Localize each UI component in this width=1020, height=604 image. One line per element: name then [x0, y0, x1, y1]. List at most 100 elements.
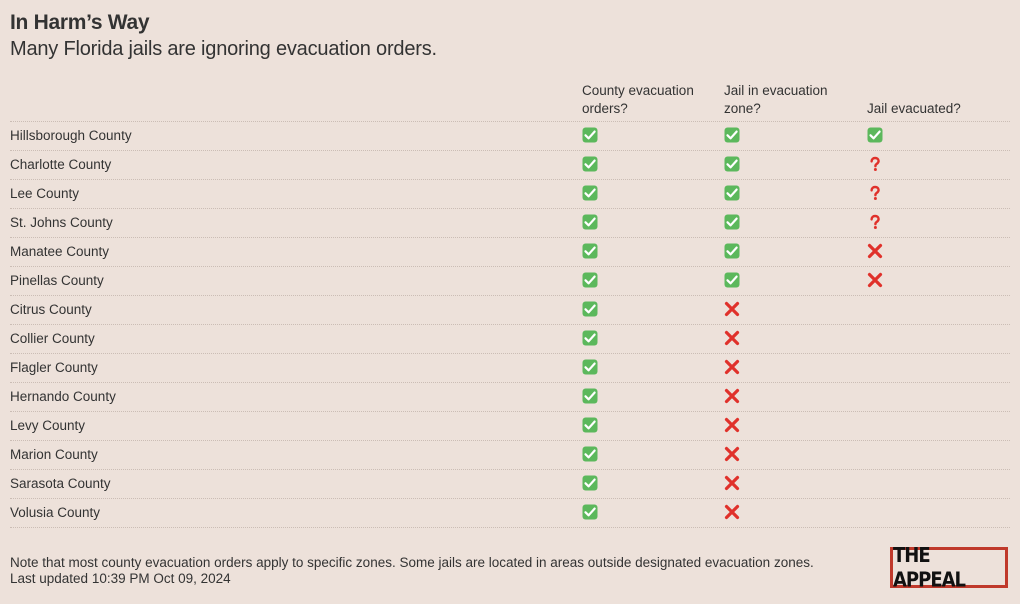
cell-zone [724, 180, 864, 208]
cell-evacuated [867, 122, 1007, 150]
page-title: In Harm’s Way [10, 11, 150, 34]
page-subtitle: Many Florida jails are ignoring evacuati… [10, 38, 437, 60]
cross-mark-icon [724, 446, 740, 462]
check-mark-icon [724, 156, 740, 172]
cell-orders [582, 354, 717, 382]
county-name: Volusia County [10, 505, 101, 520]
check-mark-icon [582, 417, 598, 433]
cell-zone [724, 151, 864, 179]
table-row: Charlotte County [10, 151, 1010, 180]
evacuation-table: County evacuation orders? Jail in evacua… [10, 83, 1010, 528]
county-name: Pinellas County [10, 273, 104, 288]
cross-mark-icon [724, 388, 740, 404]
cross-mark-icon [724, 359, 740, 375]
cell-evacuated [867, 151, 1007, 179]
cell-zone [724, 499, 864, 527]
cross-mark-icon [867, 272, 883, 288]
check-mark-icon [724, 185, 740, 201]
table-row: Hernando County [10, 383, 1010, 412]
county-name: Levy County [10, 418, 86, 433]
cell-zone [724, 441, 864, 469]
cell-orders [582, 151, 717, 179]
county-name: Sarasota County [10, 476, 111, 491]
county-name: Marion County [10, 447, 98, 462]
table-row: Hillsborough County [10, 122, 1010, 151]
question-mark-icon [867, 156, 883, 172]
question-mark-icon [867, 214, 883, 230]
cell-orders [582, 238, 717, 266]
check-mark-icon [724, 243, 740, 259]
cell-evacuated [867, 267, 1007, 295]
cell-zone [724, 209, 864, 237]
table-row: Volusia County [10, 499, 1010, 528]
table-row: St. Johns County [10, 209, 1010, 238]
check-mark-icon [582, 388, 598, 404]
footer: Note that most county evacuation orders … [10, 555, 814, 587]
cell-zone [724, 296, 864, 324]
check-mark-icon [582, 272, 598, 288]
cell-zone [724, 238, 864, 266]
cell-zone [724, 267, 864, 295]
check-mark-icon [582, 214, 598, 230]
check-mark-icon [724, 127, 740, 143]
cell-zone [724, 122, 864, 150]
cell-evacuated [867, 180, 1007, 208]
last-updated: Last updated 10:39 PM Oct 09, 2024 [10, 571, 231, 586]
table-row: Citrus County [10, 296, 1010, 325]
cell-orders [582, 122, 717, 150]
table-body: Hillsborough County Charlotte County Lee C… [10, 122, 1010, 528]
cell-evacuated [867, 209, 1007, 237]
table-row: Flagler County [10, 354, 1010, 383]
cross-mark-icon [724, 475, 740, 491]
cell-zone [724, 383, 864, 411]
cell-zone [724, 470, 864, 498]
logo-text: THE APPEAL [893, 543, 966, 592]
check-mark-icon [582, 156, 598, 172]
cross-mark-icon [724, 504, 740, 520]
the-appeal-logo[interactable]: THE APPEAL [890, 543, 1008, 592]
check-mark-icon [582, 504, 598, 520]
cross-mark-icon [724, 301, 740, 317]
check-mark-icon [582, 330, 598, 346]
county-name: Hillsborough County [10, 128, 132, 143]
cross-mark-icon [724, 417, 740, 433]
cell-zone [724, 325, 864, 353]
county-name: Manatee County [10, 244, 110, 259]
cross-mark-icon [867, 243, 883, 259]
question-mark-icon [867, 185, 883, 201]
cell-orders [582, 296, 717, 324]
cell-orders [582, 383, 717, 411]
table-row: Levy County [10, 412, 1010, 441]
county-name: Lee County [10, 186, 80, 201]
cell-orders [582, 441, 717, 469]
check-mark-icon [867, 127, 883, 143]
cell-orders [582, 499, 717, 527]
cell-orders [582, 267, 717, 295]
cell-orders [582, 325, 717, 353]
check-mark-icon [582, 185, 598, 201]
check-mark-icon [724, 272, 740, 288]
county-name: Hernando County [10, 389, 116, 404]
column-header-zone: Jail in evacuation zone? [724, 83, 828, 116]
check-mark-icon [724, 214, 740, 230]
cell-orders [582, 209, 717, 237]
cell-evacuated [867, 238, 1007, 266]
check-mark-icon [582, 127, 598, 143]
table-header: County evacuation orders? Jail in evacua… [10, 83, 1010, 122]
footer-note: Note that most county evacuation orders … [10, 555, 814, 570]
check-mark-icon [582, 475, 598, 491]
check-mark-icon [582, 359, 598, 375]
table-row: Lee County [10, 180, 1010, 209]
check-mark-icon [582, 243, 598, 259]
cell-orders [582, 412, 717, 440]
county-name: Collier County [10, 331, 95, 346]
column-header-evacuated: Jail evacuated? [867, 101, 961, 116]
table-row: Pinellas County [10, 267, 1010, 296]
cell-orders [582, 180, 717, 208]
table-row: Collier County [10, 325, 1010, 354]
county-name: Citrus County [10, 302, 92, 317]
county-name: St. Johns County [10, 215, 113, 230]
column-header-orders: County evacuation orders? [582, 83, 694, 116]
table-row: Manatee County [10, 238, 1010, 267]
cell-orders [582, 470, 717, 498]
